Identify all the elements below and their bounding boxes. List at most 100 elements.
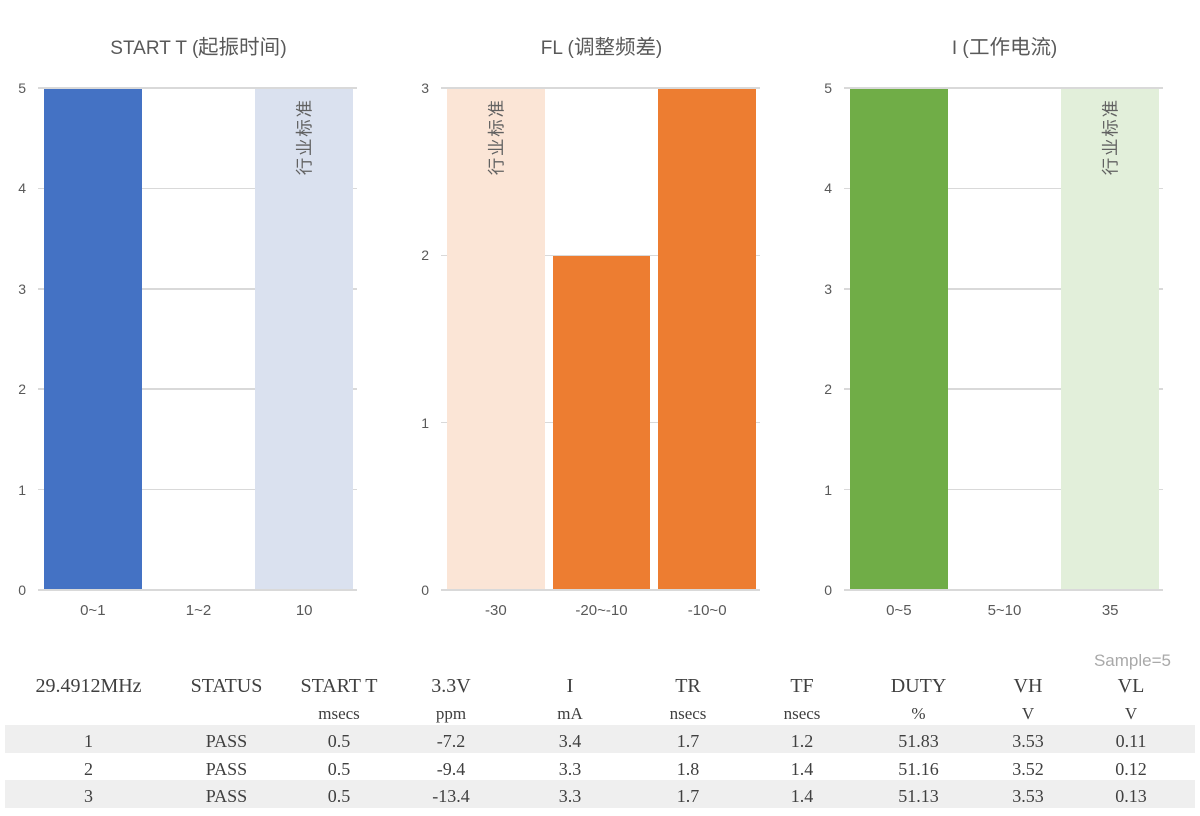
y-tick-label: 1 bbox=[824, 481, 832, 498]
cell-r2-4: 3.3 bbox=[558, 758, 582, 779]
bar-label-industry-standard bbox=[1101, 100, 1119, 175]
cjk-text bbox=[574, 36, 655, 56]
y-tick-label: 2 bbox=[18, 381, 26, 398]
cell-r2-9: 0.12 bbox=[1115, 758, 1147, 779]
x-category-label: 0~5 bbox=[886, 602, 912, 619]
col-unit-9: V bbox=[1124, 704, 1138, 724]
cjk-glyph-标 bbox=[296, 120, 313, 137]
cjk-glyph-准 bbox=[296, 100, 313, 117]
cjk-glyph-电 bbox=[1012, 36, 1030, 56]
gridline bbox=[38, 288, 357, 290]
x-category-label: 0~1 bbox=[80, 602, 106, 619]
gridline bbox=[844, 288, 1163, 290]
cjk-glyph-间 bbox=[261, 37, 279, 56]
cell-r1-6: 1.2 bbox=[790, 730, 814, 751]
latin-text: ) bbox=[655, 38, 663, 60]
bar-label-industry-standard bbox=[295, 100, 313, 175]
cell-r3-8: 3.53 bbox=[1012, 786, 1044, 807]
col-header-2: START T bbox=[300, 674, 378, 697]
y-tick-label: 1 bbox=[421, 414, 429, 431]
cjk-glyph-振 bbox=[219, 36, 239, 56]
cell-r3-1: PASS bbox=[205, 786, 248, 807]
cell-r1-5: 1.7 bbox=[676, 730, 700, 751]
cell-r1-2: 0.5 bbox=[327, 730, 351, 751]
col-unit-7: % bbox=[911, 704, 926, 724]
col-unit-6: nsecs bbox=[783, 704, 821, 724]
latin-text: I ( bbox=[951, 38, 969, 60]
col-header-0: 29.4912MHz bbox=[35, 674, 142, 697]
bar-fl--20~-10 bbox=[552, 256, 651, 590]
x-axis-line bbox=[38, 589, 357, 591]
cjk-text bbox=[487, 100, 504, 175]
cjk-glyph-流 bbox=[1031, 36, 1051, 56]
cjk-text bbox=[1102, 100, 1119, 175]
cell-r2-7: 51.16 bbox=[898, 758, 939, 779]
gridline bbox=[38, 388, 357, 390]
col-header-4: I bbox=[566, 674, 574, 697]
col-unit-2: msecs bbox=[318, 704, 360, 724]
y-tick-label: 3 bbox=[421, 80, 429, 96]
cjk-glyph-行 bbox=[487, 158, 504, 175]
table-row-2: 2 PASS 0.5 -9.4 3.3 1.8 1.4 51.16 3.52 0.12 bbox=[5, 753, 1196, 781]
cjk-glyph-业 bbox=[487, 139, 503, 155]
cjk-glyph-业 bbox=[296, 139, 312, 155]
latin-text: FL ( bbox=[540, 38, 574, 60]
cell-r1-8: 3.53 bbox=[1012, 730, 1044, 751]
gridline bbox=[844, 187, 1163, 190]
gridline bbox=[441, 87, 760, 89]
cjk-glyph-作 bbox=[989, 36, 1009, 56]
bar-i-0~5 bbox=[850, 88, 948, 590]
table-header-row: 29.4912MHz STATUS START T 3.3V I TR TF DUTY VH VL bbox=[5, 670, 1196, 698]
x-category-label: 1~2 bbox=[185, 602, 212, 619]
table-row-1: 1 PASS 0.5 -7.2 3.4 1.7 1.2 51.83 3.53 0.11 bbox=[4, 724, 1195, 753]
cjk-glyph-行 bbox=[296, 158, 313, 175]
y-tick-label: 0 bbox=[421, 582, 429, 598]
col-header-1: STATUS bbox=[190, 674, 263, 697]
gridline bbox=[38, 87, 357, 89]
x-axis-line bbox=[441, 589, 760, 591]
cell-r1-3: -7.2 bbox=[436, 730, 466, 751]
cjk-glyph-整 bbox=[595, 36, 615, 56]
cjk-glyph-调 bbox=[574, 37, 593, 56]
col-unit-3: ppm bbox=[435, 704, 467, 724]
cell-r1-1: PASS bbox=[205, 730, 248, 751]
gridline bbox=[844, 388, 1163, 390]
cell-r3-7: 51.13 bbox=[898, 786, 939, 807]
cell-r3-0: 3 bbox=[84, 786, 93, 807]
y-tick-label: 4 bbox=[18, 180, 26, 197]
col-unit-8: V bbox=[1021, 704, 1035, 724]
col-header-8: VH bbox=[1013, 674, 1043, 697]
cell-r1-4: 3.4 bbox=[558, 730, 582, 751]
cell-r3-6: 1.4 bbox=[790, 786, 814, 807]
col-header-7: DUTY bbox=[890, 674, 947, 697]
chart-title-start-t: START T () bbox=[40, 36, 357, 59]
cjk-glyph-工 bbox=[969, 39, 989, 55]
latin-text: START T ( bbox=[110, 38, 199, 60]
chart-title-i: I () bbox=[846, 36, 1163, 59]
bar-start-t-0~1 bbox=[44, 88, 142, 590]
y-tick-label: 5 bbox=[18, 80, 26, 96]
y-tick-label: 0 bbox=[824, 582, 832, 598]
col-unit-5: nsecs bbox=[669, 704, 707, 724]
cjk-glyph-标 bbox=[1102, 120, 1119, 137]
bar-fl--10~0 bbox=[658, 88, 756, 590]
x-axis-line bbox=[844, 589, 1163, 591]
col-header-5: TR bbox=[675, 674, 701, 697]
x-category-label: -10~0 bbox=[687, 602, 727, 619]
col-header-9: VL bbox=[1117, 674, 1145, 697]
cjk-glyph-标 bbox=[487, 120, 504, 137]
x-category-label: 10 bbox=[295, 602, 313, 619]
y-tick-label: 3 bbox=[18, 280, 26, 297]
gridline bbox=[38, 488, 357, 491]
cell-r2-5: 1.8 bbox=[676, 758, 700, 779]
cjk-glyph-行 bbox=[1102, 158, 1119, 175]
cjk-glyph-时 bbox=[240, 36, 260, 56]
gridline bbox=[441, 254, 760, 257]
cjk-glyph-业 bbox=[1102, 139, 1118, 155]
x-category-label: -30 bbox=[484, 602, 507, 619]
cell-r1-7: 51.83 bbox=[898, 730, 939, 751]
x-category-label: -20~-10 bbox=[575, 602, 628, 619]
cell-r2-8: 3.52 bbox=[1012, 758, 1044, 779]
cell-r3-2: 0.5 bbox=[327, 786, 351, 807]
